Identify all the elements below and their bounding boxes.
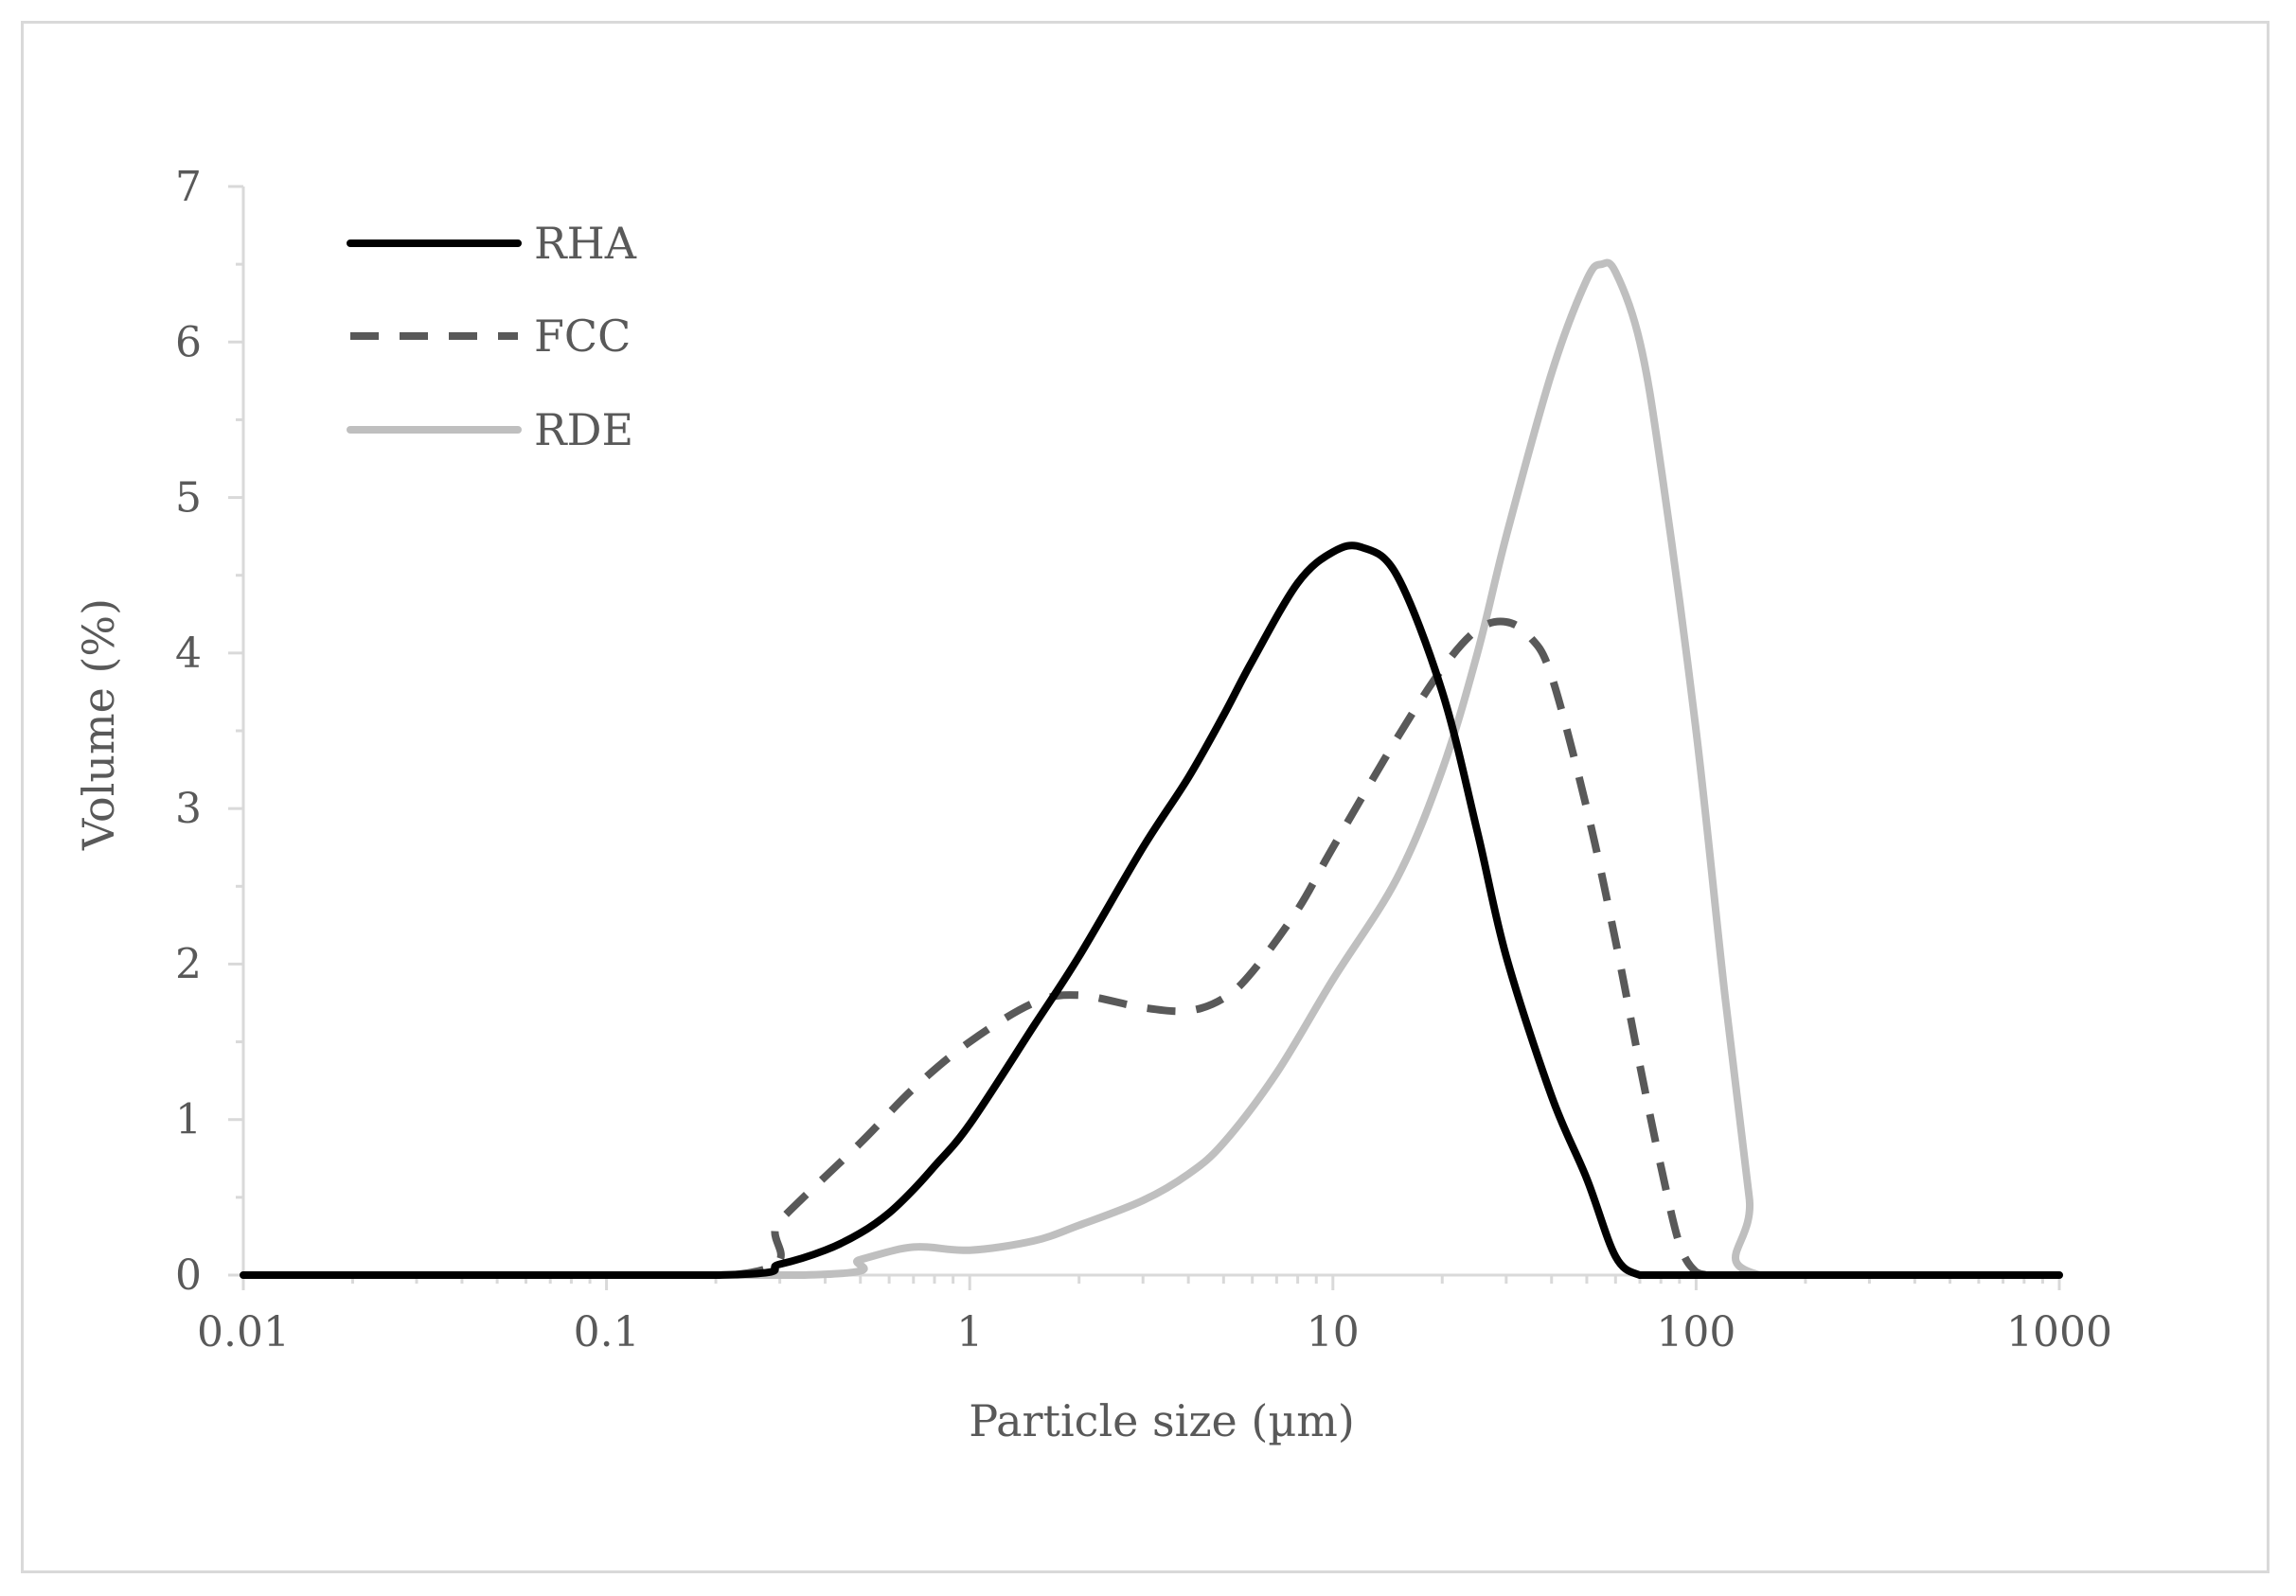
y-tick-label: 2 xyxy=(175,940,202,988)
y-tick-label: 3 xyxy=(175,785,202,833)
x-tick-label: 1 xyxy=(956,1308,983,1357)
axes: 0 1 2 3 4 5 6 7 0.01 0.1 1 10 100 1000 xyxy=(175,163,2112,1357)
y-tick-label: 4 xyxy=(175,630,202,678)
x-axis-title: Particle size (µm) xyxy=(969,1395,1355,1446)
x-tick-label: 10 xyxy=(1307,1308,1360,1357)
legend-label-rde: RDE xyxy=(534,404,633,455)
series-lines xyxy=(240,258,2063,1280)
y-tick-label: 7 xyxy=(175,163,202,211)
x-tick-label: 1000 xyxy=(2006,1308,2112,1357)
y-tick-label: 1 xyxy=(175,1096,202,1144)
y-tick-label: 6 xyxy=(175,318,202,366)
x-tick-label: 0.1 xyxy=(574,1308,640,1357)
series-line-rde xyxy=(240,258,2063,1280)
y-tick-label: 5 xyxy=(175,474,202,523)
legend-label-fcc: FCC xyxy=(534,310,631,362)
x-tick-label: 100 xyxy=(1656,1308,1735,1357)
y-axis-title: Volume (%) xyxy=(73,598,124,851)
y-tick-label: 0 xyxy=(175,1251,202,1300)
legend-label-rha: RHA xyxy=(534,218,637,269)
figure-frame xyxy=(21,21,2269,1573)
series-line-fcc xyxy=(242,617,2059,1280)
x-tick-label: 0.01 xyxy=(197,1308,290,1357)
legend: RHA FCC RDE xyxy=(347,218,637,455)
series-line-rha xyxy=(240,541,2063,1280)
